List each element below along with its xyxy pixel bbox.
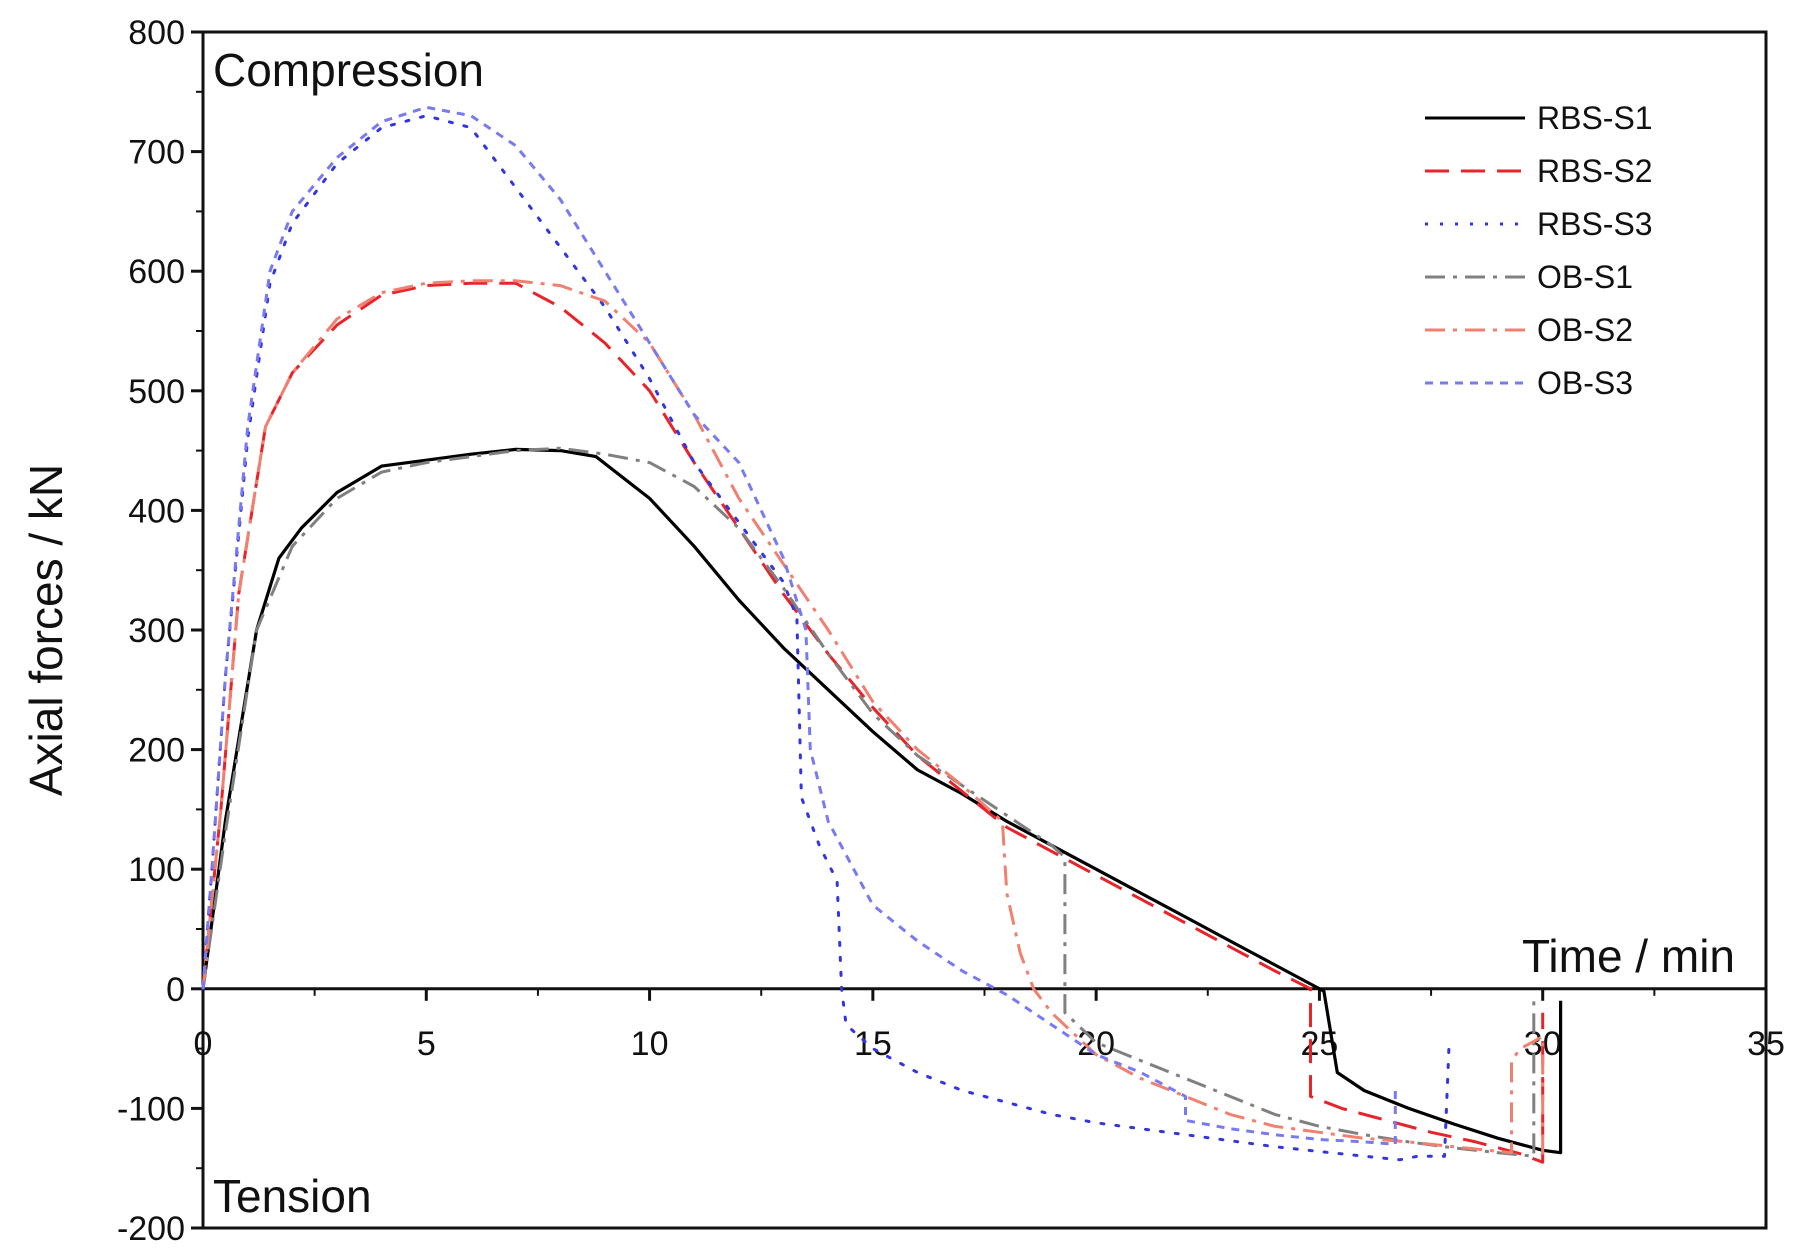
legend-label: RBS-S1 (1537, 100, 1653, 136)
legend: RBS-S1 RBS-S2 RBS-S3 OB-S1 OB-S2 OB-S3 (1425, 100, 1653, 401)
y-tick-label: 100 (128, 851, 185, 889)
y-tick-label: 0 (166, 971, 185, 1009)
y-tick-label: 800 (128, 14, 185, 52)
series-line-rbs-s3 (201, 114, 1451, 1162)
series-layer (201, 105, 1563, 1164)
y-tick-label: -100 (117, 1090, 185, 1128)
legend-label: OB-S1 (1537, 259, 1633, 295)
x-tick-label: 35 (1747, 1025, 1785, 1063)
y-axis-title: Axial forces / kN (20, 464, 72, 796)
legend-label: OB-S3 (1537, 365, 1633, 401)
y-tick-label: 300 (128, 612, 185, 650)
y-tick-label: 400 (128, 492, 185, 530)
series-line-ob-s1 (201, 446, 1536, 1158)
y-axis-ticks: 800 700 600 500 400 300 200 100 0 -100 -200 (117, 14, 203, 1248)
y-tick-label: -200 (117, 1210, 185, 1248)
y-tick-label: 200 (128, 732, 185, 770)
series-line-ob-s3 (201, 105, 1397, 1146)
x-axis-title: Time / min (1522, 930, 1735, 982)
annotation-tension: Tension (213, 1170, 372, 1222)
x-tick-label: 10 (631, 1025, 669, 1063)
annotation-compression: Compression (213, 44, 484, 96)
legend-label: RBS-S3 (1537, 206, 1653, 242)
series-line-rbs-s2 (201, 281, 1545, 1164)
series-line-rbs-s1 (201, 447, 1563, 1155)
y-tick-label: 700 (128, 134, 185, 172)
x-tick-label: 15 (854, 1025, 892, 1063)
legend-label: OB-S2 (1537, 312, 1633, 348)
x-tick-label: 5 (417, 1025, 436, 1063)
y-tick-label: 500 (128, 373, 185, 411)
y-tick-label: 600 (128, 253, 185, 291)
x-axis-ticks: 0 5 10 15 20 25 30 35 (194, 988, 1785, 1063)
x-tick-label: 0 (194, 1025, 213, 1063)
legend-label: RBS-S2 (1537, 153, 1653, 189)
